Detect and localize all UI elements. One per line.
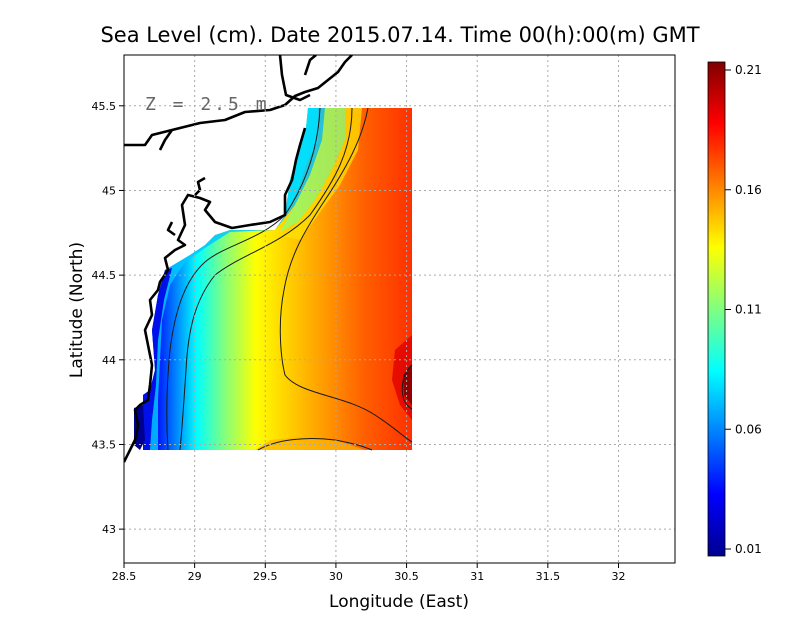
x-tick-label: 28.5	[112, 570, 137, 583]
y-tick-label: 45	[102, 184, 116, 197]
y-axis: 43 43.5 44 44.5 45 45.5	[92, 100, 124, 536]
coastline-path	[166, 221, 176, 237]
y-tick-label: 43	[102, 523, 116, 536]
plot-area	[124, 55, 675, 563]
y-tick-label: 45.5	[92, 100, 117, 113]
x-tick-label: 31	[470, 570, 484, 583]
plot-frame	[123, 54, 676, 564]
y-tick-label: 44	[102, 354, 116, 367]
field-base	[143, 108, 412, 450]
field-north-green	[280, 108, 345, 232]
sea-level-field	[134, 108, 412, 450]
depth-annotation: Z = 2.5 m	[145, 94, 270, 115]
colorbar-gradient	[707, 61, 726, 557]
coastline-path	[158, 129, 174, 151]
y-axis-title: Latitude (North)	[67, 242, 87, 378]
x-tick-label: 32	[611, 570, 625, 583]
colorbar-tick-label: 0.16	[735, 183, 762, 197]
coastline-path	[303, 55, 317, 76]
colorbar-tick-label: 0.01	[735, 542, 762, 556]
x-tick-label: 29.5	[253, 570, 278, 583]
colorbar: 0.21 0.16 0.11 0.06 0.01	[707, 61, 762, 557]
x-tick-label: 31.5	[536, 570, 561, 583]
field-north-cyan	[285, 108, 318, 215]
colorbar-tick-label: 0.11	[735, 303, 762, 317]
chart-title: Sea Level (cm). Date 2015.07.14. Time 00…	[100, 23, 699, 47]
y-tick-label: 44.5	[92, 269, 117, 282]
x-axis-title: Longitude (East)	[329, 592, 469, 612]
colorbar-tick-label: 0.21	[735, 63, 762, 77]
coastline-path	[124, 127, 307, 463]
coastline-path	[194, 176, 206, 196]
contour-line	[279, 107, 413, 443]
x-axis: 28.5 29 29.5 30 30.5 31 31.5 32	[112, 563, 625, 583]
x-tick-label: 29	[188, 570, 202, 583]
coastline-path	[278, 55, 311, 102]
contour-line	[166, 107, 321, 451]
coastline-path	[124, 55, 353, 147]
x-tick-label: 30.5	[394, 570, 419, 583]
field-north-yellow	[282, 108, 362, 240]
coastline	[124, 55, 353, 463]
colorbar-ticks: 0.21 0.16 0.11 0.06 0.01	[725, 63, 762, 556]
x-tick-label: 30	[329, 570, 343, 583]
grid-lines	[124, 55, 675, 563]
contour-line	[257, 437, 373, 451]
y-tick-label: 43.5	[92, 438, 117, 451]
contour-line	[401, 364, 413, 410]
field-south-orange	[255, 437, 365, 450]
field-deep-blue	[143, 268, 172, 450]
colorbar-tick-label: 0.06	[735, 422, 762, 436]
